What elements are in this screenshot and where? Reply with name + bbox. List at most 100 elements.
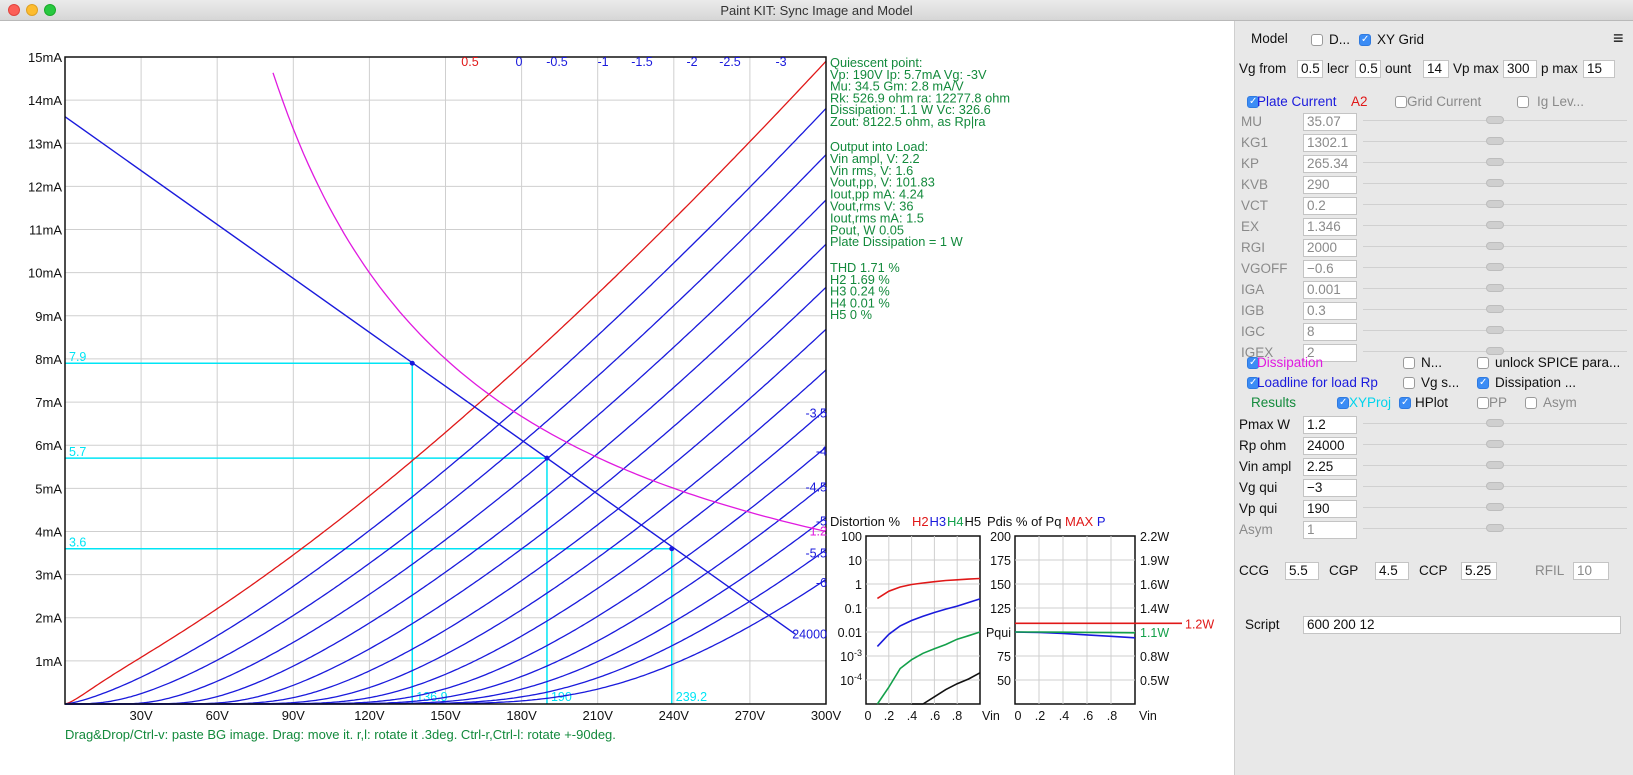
rfil-label: RFIL — [1535, 563, 1565, 578]
distortion-legend-item: H3 — [930, 514, 947, 529]
loadline-checkbox[interactable] — [1247, 377, 1259, 389]
load-param-slider[interactable] — [1363, 480, 1627, 492]
p-max-input[interactable]: 15 — [1583, 60, 1615, 78]
param-slider[interactable] — [1363, 177, 1627, 189]
dissipation-x-tick: .4 — [1059, 709, 1069, 723]
param-input[interactable]: 2 — [1303, 344, 1357, 362]
param-slider-knob[interactable] — [1486, 242, 1504, 250]
ccp-input[interactable]: 5.25 — [1461, 562, 1497, 580]
unlock-spice-checkbox[interactable] — [1477, 357, 1489, 369]
ccg-input[interactable]: 5.5 — [1285, 562, 1319, 580]
param-slider[interactable] — [1363, 261, 1627, 273]
param-input[interactable]: 290 — [1303, 176, 1357, 194]
curve-label-right: -4.5 — [805, 480, 827, 494]
grid-current-checkbox[interactable] — [1395, 96, 1407, 108]
projection-left-label: 5.7 — [69, 445, 86, 459]
param-slider[interactable] — [1363, 303, 1627, 315]
y-tick-label: 11mA — [29, 223, 62, 238]
quiescent-line: Zout: 8122.5 ohm, as Rp|ra — [830, 114, 986, 129]
param-slider-knob[interactable] — [1486, 221, 1504, 229]
param-input[interactable]: 8 — [1303, 323, 1357, 341]
zoom-window-button[interactable] — [44, 4, 56, 16]
minimize-window-button[interactable] — [26, 4, 38, 16]
load-param-input[interactable]: 190 — [1303, 500, 1357, 518]
param-slider[interactable] — [1363, 156, 1627, 168]
param-input[interactable]: 0.3 — [1303, 302, 1357, 320]
param-input[interactable]: 35.07 — [1303, 113, 1357, 131]
load-param-input[interactable]: 24000 — [1303, 437, 1357, 455]
param-slider[interactable] — [1363, 240, 1627, 252]
param-input[interactable]: 0.001 — [1303, 281, 1357, 299]
param-slider-knob[interactable] — [1486, 326, 1504, 334]
param-slider[interactable] — [1363, 135, 1627, 147]
param-slider[interactable] — [1363, 282, 1627, 294]
param-slider-knob[interactable] — [1486, 347, 1504, 355]
param-input[interactable]: 265.34 — [1303, 155, 1357, 173]
pp-checkbox[interactable] — [1477, 397, 1489, 409]
cgp-input[interactable]: 4.5 — [1375, 562, 1409, 580]
param-slider-knob[interactable] — [1486, 305, 1504, 313]
load-param-input[interactable]: −3 — [1303, 479, 1357, 497]
decr-input[interactable]: 0.5 — [1355, 60, 1381, 78]
ig-lev-checkbox[interactable] — [1517, 96, 1529, 108]
n-checkbox[interactable] — [1403, 357, 1415, 369]
plate-current-checkbox[interactable] — [1247, 96, 1259, 108]
d-checkbox[interactable] — [1311, 34, 1323, 46]
load-param-slider[interactable] — [1363, 438, 1627, 450]
load-param-input[interactable]: 1 — [1303, 521, 1357, 539]
x-tick-label: 240V — [659, 708, 690, 723]
x-tick-label: 180V — [506, 708, 537, 723]
param-slider[interactable] — [1363, 114, 1627, 126]
param-slider-knob[interactable] — [1486, 284, 1504, 292]
load-param-slider-knob[interactable] — [1486, 503, 1504, 511]
xy-grid-checkbox[interactable] — [1359, 34, 1371, 46]
load-param-slider-knob[interactable] — [1486, 419, 1504, 427]
script-input[interactable]: 600 200 12 — [1303, 616, 1621, 634]
param-input[interactable]: 2000 — [1303, 239, 1357, 257]
dissipation2-checkbox[interactable] — [1477, 377, 1489, 389]
distortion-legend-item: H4 — [947, 514, 964, 529]
load-param-slider[interactable] — [1363, 459, 1627, 471]
load-param-slider[interactable] — [1363, 522, 1627, 534]
param-slider-knob[interactable] — [1486, 158, 1504, 166]
vp-max-input[interactable]: 300 — [1503, 60, 1537, 78]
load-param-slider-knob[interactable] — [1486, 440, 1504, 448]
param-input[interactable]: 0.2 — [1303, 197, 1357, 215]
load-param-slider[interactable] — [1363, 417, 1627, 429]
param-slider[interactable] — [1363, 198, 1627, 210]
count-input[interactable]: 14 — [1423, 60, 1449, 78]
y-tick-label: 12mA — [28, 179, 62, 194]
param-slider-knob[interactable] — [1486, 137, 1504, 145]
param-slider[interactable] — [1363, 219, 1627, 231]
hplot-checkbox[interactable] — [1399, 397, 1411, 409]
distortion-chart-title: Distortion % — [830, 514, 901, 529]
vg-s-checkbox[interactable] — [1403, 377, 1415, 389]
asym-checkbox[interactable] — [1525, 397, 1537, 409]
load-param-input[interactable]: 2.25 — [1303, 458, 1357, 476]
param-slider[interactable] — [1363, 345, 1627, 357]
rfil-input[interactable]: 10 — [1573, 562, 1609, 580]
x-tick-label: 210V — [583, 708, 614, 723]
load-param-input[interactable]: 1.2 — [1303, 416, 1357, 434]
vg-from-input[interactable]: 0.5 — [1297, 60, 1323, 78]
param-slider-knob[interactable] — [1486, 200, 1504, 208]
load-param-slider-knob[interactable] — [1486, 482, 1504, 490]
load-param-slider-knob[interactable] — [1486, 461, 1504, 469]
close-window-button[interactable] — [8, 4, 20, 16]
load-param-slider[interactable] — [1363, 501, 1627, 513]
param-input[interactable]: 1.346 — [1303, 218, 1357, 236]
menu-icon[interactable]: ≡ — [1613, 28, 1624, 48]
load-param-slider-knob[interactable] — [1486, 524, 1504, 532]
dissipation-checkbox[interactable] — [1247, 357, 1259, 369]
distortion-line: H2 1.69 % — [830, 272, 890, 287]
dissipation-y-tick-left: 125 — [990, 602, 1011, 616]
param-input[interactable]: −0.6 — [1303, 260, 1357, 278]
param-slider[interactable] — [1363, 324, 1627, 336]
xyproj-checkbox[interactable] — [1337, 397, 1349, 409]
param-slider-knob[interactable] — [1486, 116, 1504, 124]
param-input[interactable]: 1302.1 — [1303, 134, 1357, 152]
param-slider-knob[interactable] — [1486, 179, 1504, 187]
param-slider-knob[interactable] — [1486, 263, 1504, 271]
